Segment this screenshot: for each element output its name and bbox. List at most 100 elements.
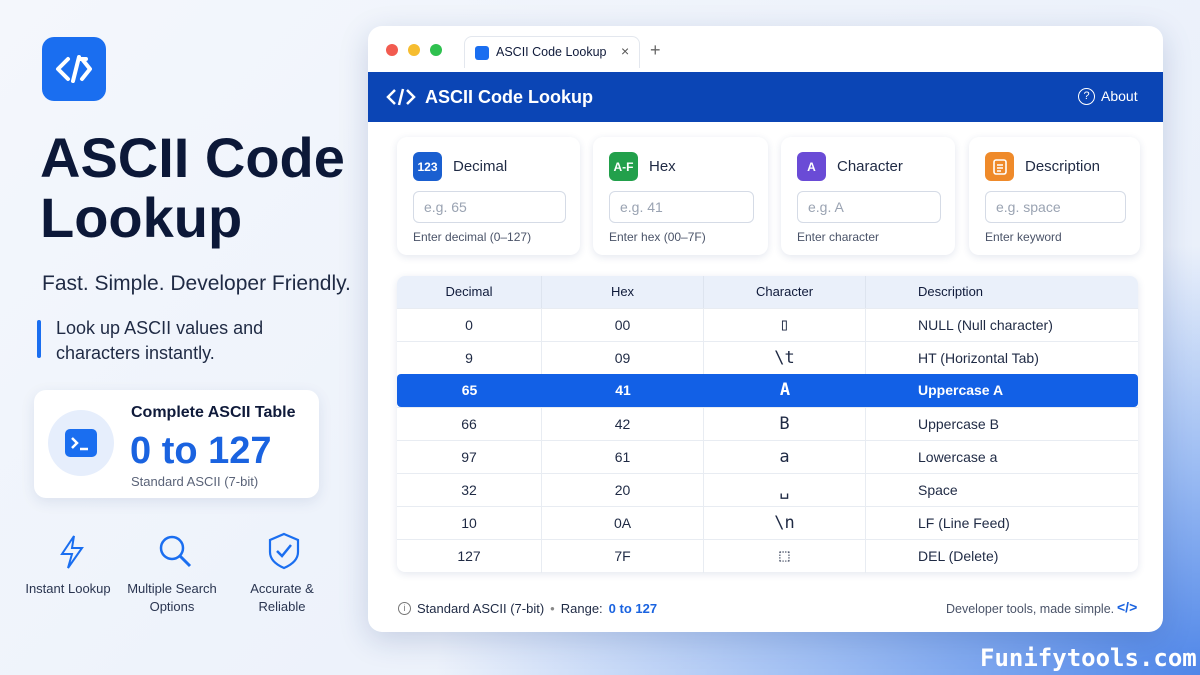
table-cell: 00 bbox=[542, 309, 704, 342]
table-cell: A bbox=[779, 380, 791, 400]
table-cell: 7F bbox=[542, 540, 704, 573]
table-cell: Space bbox=[918, 482, 958, 498]
table-cell: 127 bbox=[397, 540, 542, 573]
table-cell: a bbox=[704, 441, 866, 474]
table-row[interactable]: 10 0A \n LF (Line Feed) bbox=[397, 506, 1138, 540]
hero-title: ASCII Code Lookup bbox=[40, 126, 345, 249]
table-cell: 0 bbox=[397, 309, 542, 342]
footer-tagline: Developer tools, made simple. bbox=[946, 602, 1115, 616]
field-input[interactable]: e.g. space bbox=[985, 191, 1126, 223]
description: Look up ASCII values and characters inst… bbox=[56, 318, 264, 363]
table-cell: ␣ bbox=[704, 474, 866, 507]
table-row[interactable]: 32 20 ␣ Space bbox=[397, 473, 1138, 507]
field-label: Character bbox=[837, 158, 903, 175]
footer-standard: Standard ASCII (7-bit) bbox=[417, 601, 545, 616]
card-range: 0 to 127 bbox=[130, 430, 272, 472]
info-icon: i bbox=[398, 602, 411, 615]
field-icon bbox=[985, 152, 1014, 181]
dot-yellow bbox=[408, 44, 420, 56]
about-icon: ? bbox=[1078, 88, 1095, 105]
table-cell: Uppercase B bbox=[918, 416, 999, 432]
table-cell: ▯ bbox=[704, 309, 866, 342]
table-cell: NULL (Null character) bbox=[918, 317, 1053, 333]
dot-green bbox=[430, 44, 442, 56]
table-cell: 32 bbox=[397, 474, 542, 507]
footer-range-label: Range: bbox=[560, 601, 603, 616]
table-cell: Uppercase A bbox=[918, 382, 1004, 398]
table-row[interactable]: 127 7F ⬚ DEL (Delete) bbox=[397, 539, 1138, 573]
tab-icon bbox=[475, 46, 489, 60]
tab-title: ASCII Code Lookup bbox=[496, 45, 607, 59]
accent-bar bbox=[37, 320, 41, 358]
table-cell: 20 bbox=[542, 474, 704, 507]
footer-left: i Standard ASCII (7-bit) • Range: 0 to 1… bbox=[398, 601, 657, 616]
table-cell: LF (Line Feed) bbox=[918, 515, 1010, 531]
field-hint: Enter decimal (0–127) bbox=[413, 230, 532, 244]
table-row-selected[interactable]: 65 41 A Uppercase A bbox=[397, 374, 1138, 407]
range-card: Complete ASCII Table 0 to 127 Standard A… bbox=[34, 390, 319, 498]
footer-range: 0 to 127 bbox=[608, 601, 658, 616]
card-icon bbox=[48, 410, 114, 476]
browser-window: ASCII Code Lookup × + ASCII Code Lookup … bbox=[368, 26, 1163, 632]
field-hint: Enter character bbox=[797, 230, 880, 244]
logo bbox=[42, 37, 106, 101]
feature-icon bbox=[50, 530, 90, 570]
card-title: Complete ASCII Table bbox=[131, 404, 296, 421]
table-cell: 97 bbox=[397, 441, 542, 474]
search-card: Description e.g. space Enter keyword bbox=[969, 137, 1140, 255]
field-icon: A-F bbox=[609, 152, 638, 181]
table-cell: ⬚ bbox=[704, 540, 866, 573]
search-card: A Character e.g. A Enter character bbox=[781, 137, 955, 255]
footer-separator: • bbox=[550, 601, 555, 616]
footer-logo: </> bbox=[1117, 599, 1138, 615]
table-cell: 41 bbox=[615, 382, 631, 398]
app-title: ASCII Code Lookup bbox=[425, 87, 593, 107]
table-cell: Lowercase a bbox=[918, 449, 998, 465]
feature-label: Instant Lookup bbox=[25, 581, 111, 596]
table-header: Decimal Hex Character Description bbox=[397, 276, 1138, 308]
feature-label: Accurate & Reliable bbox=[250, 581, 314, 614]
tab[interactable]: ASCII Code Lookup × bbox=[464, 36, 640, 68]
app-logo bbox=[386, 88, 416, 106]
app-header: ASCII Code Lookup ? About bbox=[368, 72, 1163, 122]
feature-icon bbox=[264, 530, 304, 570]
ascii-table: Decimal Hex Character Description 0 00 ▯ NULL (… bbox=[397, 276, 1138, 573]
tagline: Fast. Simple. Developer Friendly. bbox=[42, 272, 351, 295]
search-card: A-F Hex e.g. 41 Enter hex (00–7F) bbox=[593, 137, 768, 255]
column-header: Description bbox=[918, 284, 984, 299]
field-label: Decimal bbox=[453, 158, 508, 175]
feature-label: Multiple Search Options bbox=[127, 581, 217, 614]
table-row[interactable]: 97 61 a Lowercase a bbox=[397, 440, 1138, 474]
table-cell: B bbox=[704, 408, 866, 441]
field-hint: Enter hex (00–7F) bbox=[609, 230, 706, 244]
table-cell: \n bbox=[704, 507, 866, 540]
table-cell: 61 bbox=[542, 441, 704, 474]
field-icon: A bbox=[797, 152, 826, 181]
table-cell: 10 bbox=[397, 507, 542, 540]
table-cell: \t bbox=[704, 342, 866, 375]
feature-icon bbox=[154, 530, 194, 570]
table-cell: DEL (Delete) bbox=[918, 548, 999, 564]
about-link[interactable]: About bbox=[1101, 88, 1138, 104]
new-tab[interactable]: + bbox=[650, 40, 661, 60]
search-card: 123 Decimal e.g. 65 Enter decimal (0–127) bbox=[397, 137, 580, 255]
field-input[interactable]: e.g. 65 bbox=[413, 191, 566, 223]
watermark: Funifytools.com bbox=[980, 644, 1197, 672]
card-note: Standard ASCII (7-bit) bbox=[131, 474, 259, 489]
field-icon: 123 bbox=[413, 152, 442, 181]
table-cell: 0A bbox=[542, 507, 704, 540]
table-cell: 42 bbox=[542, 408, 704, 441]
field-input[interactable]: e.g. A bbox=[797, 191, 941, 223]
column-header: Hex bbox=[542, 276, 704, 308]
column-header: Decimal bbox=[397, 276, 542, 308]
field-input[interactable]: e.g. 41 bbox=[609, 191, 754, 223]
table-row[interactable]: 9 09 \t HT (Horizontal Tab) bbox=[397, 341, 1138, 375]
table-cell: 09 bbox=[542, 342, 704, 375]
table-row[interactable]: 0 00 ▯ NULL (Null character) bbox=[397, 308, 1138, 342]
table-cell: HT (Horizontal Tab) bbox=[918, 350, 1039, 366]
tab-close[interactable]: × bbox=[621, 43, 630, 59]
table-row[interactable]: 66 42 B Uppercase B bbox=[397, 407, 1138, 441]
field-label: Description bbox=[1025, 158, 1101, 175]
dot-red bbox=[386, 44, 398, 56]
